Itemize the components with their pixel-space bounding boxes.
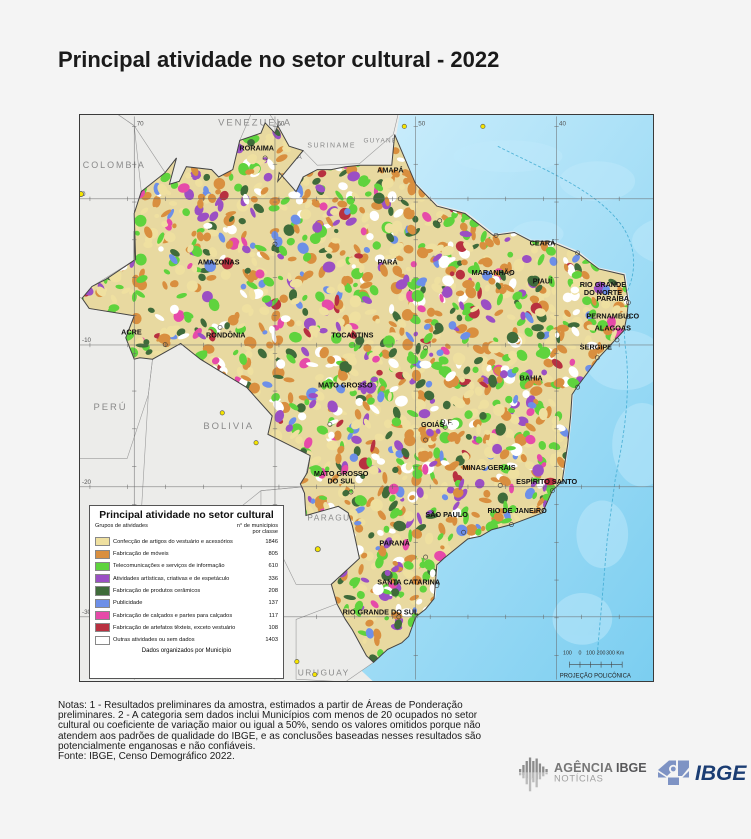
svg-text:SÃO PAULO: SÃO PAULO [425, 510, 468, 519]
svg-text:SURINAME: SURINAME [307, 142, 356, 149]
svg-text:PROJEÇÃO POLICÔNICA: PROJEÇÃO POLICÔNICA [560, 673, 631, 680]
svg-text:70: 70 [137, 120, 144, 127]
svg-text:URUGUAY: URUGUAY [298, 668, 350, 678]
svg-text:BOLIVIA: BOLIVIA [203, 421, 254, 432]
svg-text:PERÚ: PERÚ [93, 402, 127, 413]
svg-text:ACRE: ACRE [121, 328, 142, 337]
svg-text:ESPÍRITO SANTO: ESPÍRITO SANTO [516, 477, 577, 486]
svg-text:ALAGOAS: ALAGOAS [595, 323, 631, 332]
svg-text:200: 200 [597, 651, 606, 657]
svg-text:BAHIA: BAHIA [520, 373, 544, 382]
svg-text:DO SUL: DO SUL [327, 477, 355, 486]
svg-text:AMAZONAS: AMAZONAS [198, 258, 240, 267]
svg-text:RIO DE JANEIRO: RIO DE JANEIRO [488, 506, 548, 515]
svg-text:-10: -10 [82, 337, 92, 344]
svg-text:GUYANE: GUYANE [363, 137, 397, 144]
svg-text:-20: -20 [82, 479, 92, 486]
svg-text:TOCANTINS: TOCANTINS [331, 331, 373, 340]
svg-text:PERNAMBUCO: PERNAMBUCO [586, 312, 639, 321]
svg-text:300 Km: 300 Km [606, 651, 625, 657]
svg-text:100: 100 [563, 651, 572, 657]
svg-text:RONDÔNIA: RONDÔNIA [206, 331, 246, 340]
svg-text:PARÁ: PARÁ [378, 258, 399, 267]
svg-text:RORAIMA: RORAIMA [239, 144, 274, 153]
svg-text:RIO GRANDE DO SUL: RIO GRANDE DO SUL [343, 607, 419, 616]
svg-text:60: 60 [277, 120, 284, 127]
svg-text:CEARÁ: CEARÁ [530, 239, 557, 248]
svg-text:100: 100 [586, 651, 595, 657]
svg-text:PIAUÍ: PIAUÍ [533, 277, 553, 286]
svg-text:50: 50 [418, 120, 425, 127]
svg-text:IBGE: IBGE [695, 762, 747, 785]
svg-text:40: 40 [559, 120, 566, 127]
svg-text:COLOMBIA: COLOMBIA [83, 160, 146, 170]
svg-text:IBGE: IBGE [616, 761, 647, 775]
svg-text:SERGIPE: SERGIPE [580, 342, 612, 351]
svg-text:MATO GROSSO: MATO GROSSO [318, 381, 373, 390]
svg-text:0: 0 [579, 651, 582, 657]
svg-text:D.F.: D.F. [440, 417, 453, 426]
svg-text:SANTA CATARINA: SANTA CATARINA [377, 577, 441, 586]
svg-text:MINAS GERAIS: MINAS GERAIS [462, 463, 515, 472]
svg-text:PARAÍBA: PARAÍBA [597, 294, 630, 303]
svg-text:PARANÁ: PARANÁ [379, 538, 410, 547]
svg-text:AMAPÁ: AMAPÁ [377, 166, 404, 175]
svg-text:NOTÍCIAS: NOTÍCIAS [554, 774, 604, 784]
